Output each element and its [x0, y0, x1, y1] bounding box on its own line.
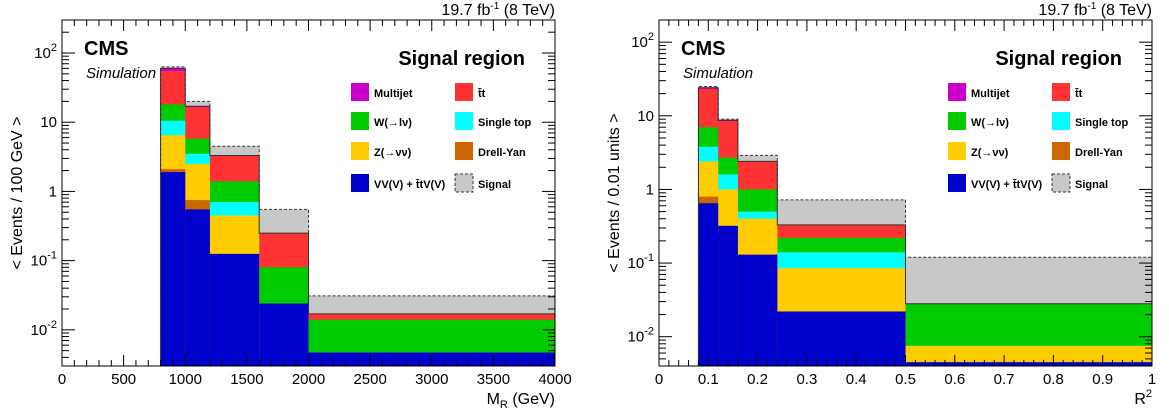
- legend-label: Drell-Yan: [1075, 147, 1123, 159]
- legend-swatch: [455, 142, 473, 160]
- y-tick-label: 1: [49, 183, 57, 200]
- stack-bar: [185, 209, 210, 366]
- cms-label: CMS: [681, 38, 725, 60]
- x-tick-label: 0.3: [796, 371, 817, 388]
- x-tick-label: 0.4: [846, 371, 867, 388]
- y-tick-label: 10-2: [31, 319, 57, 339]
- legend-label: VV(V) + t̄tV(V): [971, 179, 1043, 191]
- x-axis-label: MR (GeV): [487, 391, 555, 411]
- legend-swatch: [948, 174, 966, 192]
- legend-label: Signal: [478, 179, 511, 191]
- stack-bar: [905, 362, 1152, 366]
- plot-area: [160, 66, 556, 367]
- x-axis: 0 0.1 0.2 0.3 0.4 0.5 0.6 0.7 0.8 0.9 1: [655, 20, 1156, 388]
- background-total-outline: [160, 67, 556, 366]
- legend-swatch: [351, 112, 369, 130]
- x-tick-label: 0.1: [698, 371, 719, 388]
- legend-label: Signal: [1075, 179, 1108, 191]
- plot-area: [697, 85, 1153, 366]
- x-tick-label: 0.6: [944, 371, 965, 388]
- legend-swatch: [948, 142, 966, 160]
- x-tick-label: 3000: [415, 371, 448, 388]
- y-axis-label: < Events / 100 GeV >: [9, 117, 26, 270]
- y-tick-label: 10-1: [628, 252, 654, 272]
- legend-swatch: [1052, 112, 1070, 130]
- region-label: Signal region: [995, 48, 1122, 70]
- stack-bar: [259, 303, 309, 366]
- lumi-header: 19.7 fb-1 (8 TeV): [1038, 1, 1152, 19]
- x-tick-label: 4000: [538, 371, 571, 388]
- legend-label: Multijet: [971, 88, 1010, 100]
- legend-label: Single top: [1075, 117, 1128, 129]
- y-tick-label: 10-2: [628, 326, 654, 346]
- stack-bar: [777, 311, 906, 366]
- stack-bar: [718, 225, 738, 366]
- x-tick-label: 2000: [292, 371, 325, 388]
- y-tick-label: 10: [637, 108, 654, 125]
- legend-label: W(→lν): [374, 117, 412, 129]
- lumi-header: 19.7 fb-1 (8 TeV): [441, 1, 555, 19]
- legend-label: VV(V) + t̄tV(V): [374, 179, 446, 191]
- legend-label: Multijet: [374, 88, 413, 100]
- legend-swatch: [351, 142, 369, 160]
- signal-outline: [697, 85, 1153, 366]
- y-tick-label: 10: [40, 114, 57, 131]
- chart-mr: 0 500 1000 1500 2000 2500 3000 3500 4000 10-2 10-1…: [9, 1, 572, 411]
- x-tick-label: 0.7: [994, 371, 1015, 388]
- legend-swatch: [454, 173, 474, 193]
- x-tick-label: 0: [58, 371, 66, 388]
- signal-outline: [160, 66, 556, 366]
- chart-r2: 0 0.1 0.2 0.3 0.4 0.5 0.6 0.7 0.8 0.9 110-210-1110…: [606, 1, 1156, 408]
- stack-bar: [209, 253, 260, 366]
- legend-label: W(→lν): [971, 117, 1009, 129]
- x-tick-label: 0.5: [895, 371, 916, 388]
- legend-swatch: [1052, 83, 1070, 101]
- y-tick-label: 102: [631, 31, 654, 51]
- x-tick-label: 0.2: [747, 371, 768, 388]
- stack-bar: [698, 203, 719, 366]
- legend-swatch: [1051, 173, 1071, 193]
- simulation-label: Simulation: [683, 65, 753, 82]
- cms-label: CMS: [84, 38, 128, 60]
- y-axis-label: < Events / 0.01 units >: [606, 113, 623, 272]
- legend-swatch: [455, 112, 473, 130]
- legend-swatch: [948, 83, 966, 101]
- x-tick-label: 500: [111, 371, 136, 388]
- legend-swatch: [351, 83, 369, 101]
- legend-swatch: [948, 112, 966, 130]
- x-tick-label: 2500: [353, 371, 386, 388]
- legend-swatch: [455, 83, 473, 101]
- x-tick-label: 1000: [169, 371, 202, 388]
- legend-label: Z(→νν): [374, 147, 412, 159]
- legend-label: Single top: [478, 117, 531, 129]
- y-tick-label: 102: [34, 42, 57, 62]
- y-tick-label: 10-1: [31, 250, 57, 270]
- legend-label: t̄t: [478, 88, 486, 100]
- stack-bar: [737, 254, 778, 366]
- legend-swatch: [1052, 142, 1070, 160]
- y-tick-label: 1: [646, 181, 654, 198]
- stack-bar: [160, 172, 186, 366]
- y-axis: 10-2 10-1 1 10 102: [628, 19, 1152, 367]
- legend-label: Z(→νν): [971, 147, 1009, 159]
- x-tick-label: 1500: [230, 371, 263, 388]
- region-label: Signal region: [398, 48, 525, 70]
- legend-swatch: [351, 174, 369, 192]
- simulation-label: Simulation: [86, 65, 156, 82]
- x-tick-label: 0.8: [1043, 371, 1064, 388]
- x-axis-label: R2: [1134, 388, 1152, 408]
- x-tick-label: 0.9: [1092, 371, 1113, 388]
- x-tick-label: 0: [655, 371, 663, 388]
- x-axis: 0 500 1000 1500 2000 2500 3000 3500 4000: [58, 20, 572, 388]
- x-tick-label: 3500: [477, 371, 510, 388]
- legend: Multijet t̄t W(→lν) Single top Z(→νν) Drell-Y…: [948, 83, 1128, 193]
- background-total-outline: [697, 87, 1153, 366]
- x-tick-label: 1: [1148, 371, 1156, 388]
- stack-bar: [905, 345, 1152, 366]
- legend-label: t̄t: [1075, 88, 1083, 100]
- legend: Multijet t̄t W(→lν) Single top Z(→νν) Drell-Y…: [351, 83, 531, 193]
- legend-label: Drell-Yan: [478, 147, 526, 159]
